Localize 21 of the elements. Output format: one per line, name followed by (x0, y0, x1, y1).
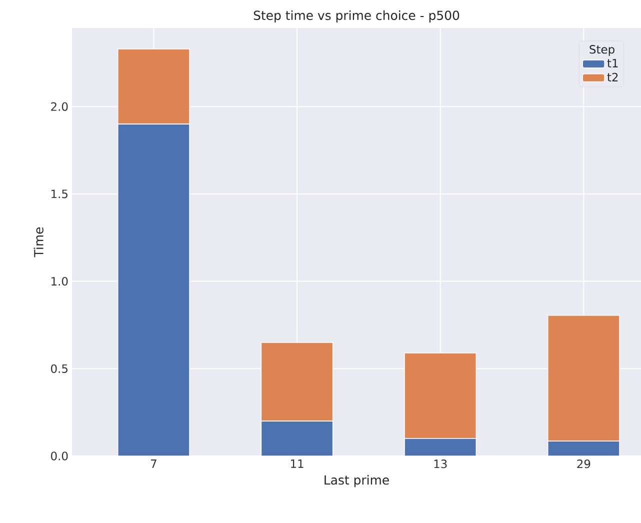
bar (404, 352, 477, 439)
bar (260, 420, 334, 456)
legend-label: t1 (607, 59, 618, 68)
legend-title: Step (590, 45, 614, 56)
x-tick-label: 7 (150, 460, 156, 468)
bar (404, 438, 477, 456)
x-tick-label: 11 (291, 460, 304, 468)
y-tick-label: 0.0 (51, 452, 68, 460)
bar (117, 124, 190, 456)
x-tick-label: 29 (577, 460, 590, 468)
y-tick-label: 2.0 (51, 102, 68, 111)
y-tick-label: 0.5 (51, 364, 68, 373)
y-tick-label: 1.0 (52, 276, 68, 286)
chart-title: Step time vs prime choice - p500 (254, 10, 460, 22)
legend-label: t2 (607, 72, 618, 82)
x-axis-title: Last prime (324, 475, 389, 488)
x-tick-label: 13 (434, 460, 447, 468)
y-tick-label: 1.5 (52, 190, 68, 198)
bar (260, 342, 334, 422)
y-axis-title: Time (34, 227, 44, 258)
bar (547, 440, 620, 456)
